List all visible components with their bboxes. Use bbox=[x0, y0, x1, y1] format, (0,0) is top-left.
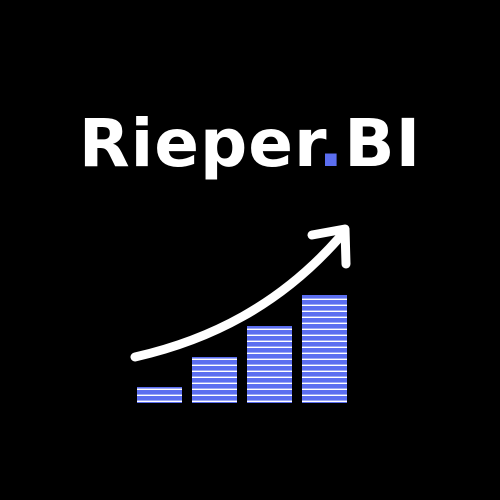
brand-name-part1: Rieper bbox=[78, 105, 319, 182]
brand-wordmark: Rieper.BI bbox=[0, 104, 500, 184]
chart-bar-4 bbox=[302, 295, 347, 403]
chart-bars bbox=[137, 295, 347, 403]
brand-name-part2: BI bbox=[344, 105, 422, 182]
chart-bar-3 bbox=[247, 326, 292, 403]
brand-dot: . bbox=[318, 105, 345, 182]
chart-bar-1 bbox=[137, 387, 182, 403]
trend-up-arrow-icon bbox=[130, 233, 344, 362]
chart-bar-2 bbox=[192, 357, 237, 403]
arrow-head bbox=[307, 224, 351, 269]
